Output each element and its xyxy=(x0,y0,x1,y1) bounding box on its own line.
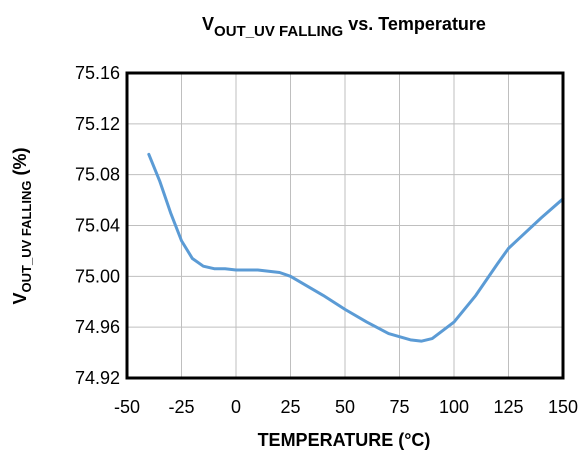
y-tick-label: 74.96 xyxy=(75,317,120,337)
data-line xyxy=(147,152,565,343)
title-sub: OUT_UV FALLING xyxy=(214,23,343,40)
plot-frame xyxy=(125,71,565,380)
y-tick-label: 75.08 xyxy=(75,165,120,185)
y-tick-label: 74.92 xyxy=(75,368,120,388)
x-tick-label: 50 xyxy=(335,397,355,417)
y-tick-label: 75.00 xyxy=(75,266,120,286)
title-rest: vs. Temperature xyxy=(343,14,486,34)
x-tick-label: -50 xyxy=(114,397,140,417)
y-tick-label: 75.04 xyxy=(75,216,120,236)
x-tick-label: 0 xyxy=(231,397,241,417)
x-axis-label: TEMPERATURE (°C) xyxy=(258,430,431,450)
y-axis-label: VOUT_UV FALLING (%) xyxy=(10,148,34,305)
y-tick-label: 75.12 xyxy=(75,114,120,134)
x-tick-label: 25 xyxy=(280,397,300,417)
y-tick-label: 75.16 xyxy=(75,63,120,83)
y-label-sub: OUT_UV FALLING xyxy=(19,181,34,293)
x-tick-label: 150 xyxy=(548,397,578,417)
chart-title: VOUT_UV FALLING vs. Temperature xyxy=(202,14,486,40)
y-label-rest: (%) xyxy=(10,148,30,181)
y-label-main: V xyxy=(10,292,30,304)
title-main: V xyxy=(202,14,214,34)
x-tick-label: 100 xyxy=(439,397,469,417)
x-tick-label: 125 xyxy=(493,397,523,417)
x-tick-label: 75 xyxy=(389,397,409,417)
x-tick-label: -25 xyxy=(168,397,194,417)
